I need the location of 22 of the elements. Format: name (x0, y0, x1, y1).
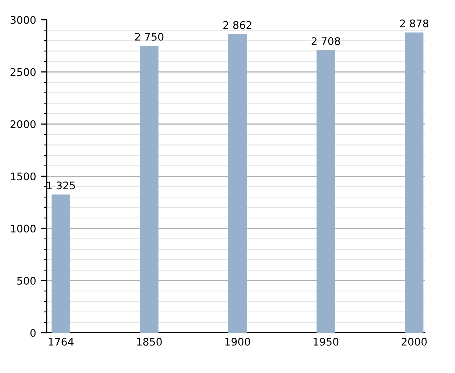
bar (228, 34, 248, 333)
bar (140, 46, 159, 333)
x-tick-label: 1950 (314, 338, 339, 346)
y-tick-label: 1500 (11, 172, 36, 181)
data-label: 2 878 (400, 20, 429, 28)
y-tick-label: 3000 (10, 16, 36, 24)
y-tick-label: 2000 (10, 120, 36, 128)
bar (52, 194, 70, 333)
bar (316, 50, 336, 333)
data-label: 1 325 (47, 182, 76, 190)
y-tick-label: 2500 (10, 68, 36, 76)
y-tick-label: 1000 (11, 224, 36, 233)
data-label: 2 708 (312, 37, 340, 46)
data-label: 2 862 (224, 21, 252, 30)
y-tick-label: 500 (18, 277, 36, 285)
x-tick-label: 2000 (402, 338, 427, 346)
x-tick-label: 1900 (226, 338, 250, 346)
y-tick-label: 0 (30, 329, 36, 338)
x-tick-label: 1850 (137, 338, 162, 346)
x-tick-label: 1764 (49, 338, 74, 346)
data-label: 2 750 (135, 33, 164, 41)
bar (405, 32, 424, 333)
